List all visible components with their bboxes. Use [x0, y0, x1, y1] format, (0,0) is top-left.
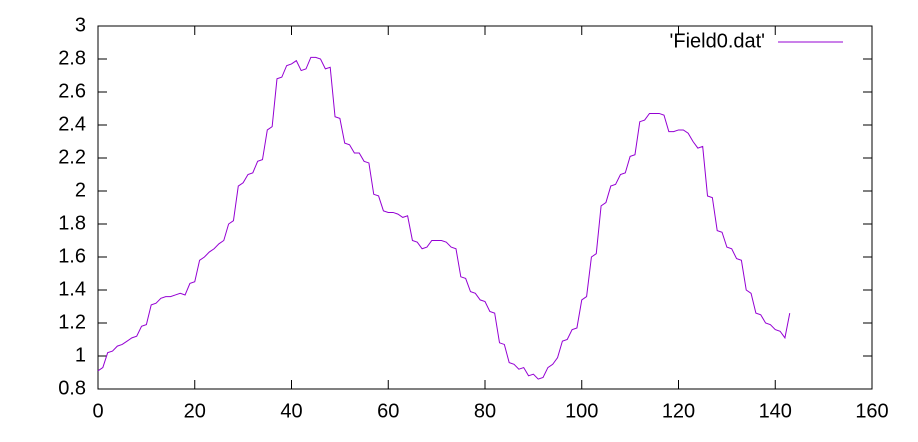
x-tick-label: 20	[184, 400, 206, 422]
y-tick-label: 2.4	[58, 113, 86, 135]
y-tick-label: 1.8	[58, 212, 86, 234]
y-tick-label: 2.6	[58, 80, 86, 102]
y-tick-label: 1.4	[58, 278, 86, 300]
x-tick-label: 120	[662, 400, 695, 422]
y-tick-label: 0.8	[58, 377, 86, 399]
data-line	[97, 56, 791, 380]
x-tick-label: 60	[377, 400, 399, 422]
y-tick-label: 2.8	[58, 47, 86, 69]
x-tick-label: 140	[759, 400, 792, 422]
y-tick-label: 1.2	[58, 311, 86, 333]
x-tick-label: 160	[855, 400, 888, 422]
x-tick-label: 80	[474, 400, 496, 422]
y-tick-label: 2	[75, 179, 86, 201]
x-tick-label: 0	[92, 400, 103, 422]
x-tick-label: 40	[280, 400, 302, 422]
y-tick-label: 2.2	[58, 146, 86, 168]
y-tick-label: 1	[75, 344, 86, 366]
plot-border	[97, 25, 873, 390]
y-tick-label: 3	[75, 14, 86, 36]
y-tick-label: 1.6	[58, 245, 86, 267]
x-tick-label: 100	[565, 400, 598, 422]
legend-label: 'Field0.dat'	[670, 30, 765, 52]
